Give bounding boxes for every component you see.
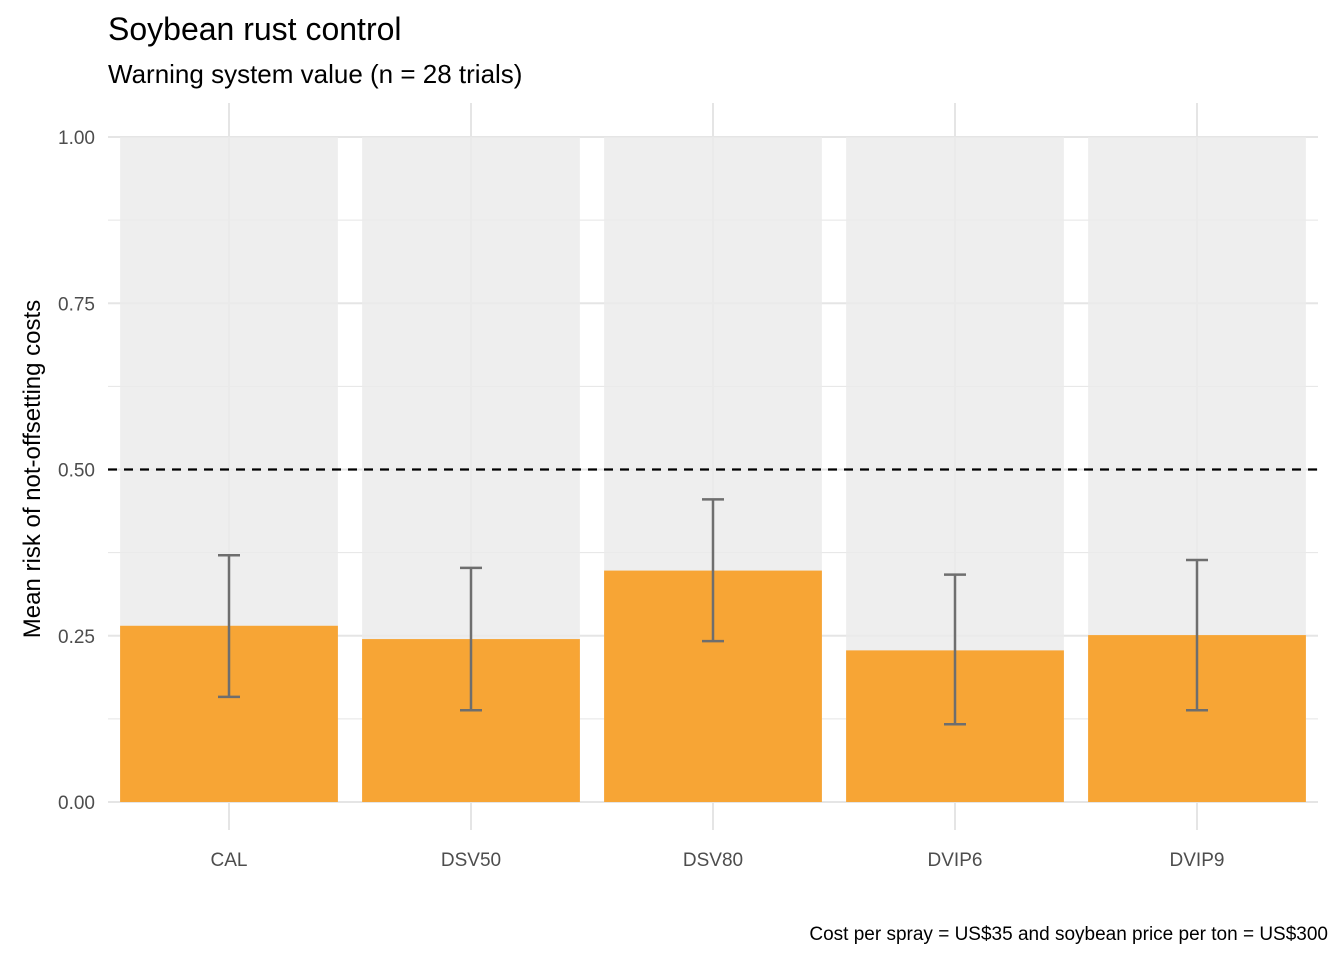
x-tick-label: DVIP6: [928, 850, 983, 871]
x-tick-label: CAL: [211, 850, 248, 871]
plot-area: 0.00 0.25 0.50 0.75 1.00 CAL DSV50 DSV80 DVIP6 DV…: [58, 103, 1318, 871]
chart-caption: Cost per spray = US$35 and soybean price…: [809, 924, 1328, 945]
y-tick-label: 0.25: [58, 627, 95, 648]
chart-title: Soybean rust control: [108, 11, 402, 47]
chart-subtitle: Warning system value (n = 28 trials): [108, 59, 522, 89]
y-tick-label: 0.00: [58, 793, 95, 814]
x-tick-label: DVIP9: [1170, 850, 1225, 871]
y-axis-label: Mean risk of not-offsetting costs: [19, 300, 46, 638]
x-tick-label: DSV80: [683, 850, 743, 871]
y-tick-label: 0.75: [58, 294, 95, 315]
y-tick-label: 0.50: [58, 461, 95, 482]
x-tick-label: DSV50: [441, 850, 501, 871]
y-tick-label: 1.00: [58, 128, 95, 149]
